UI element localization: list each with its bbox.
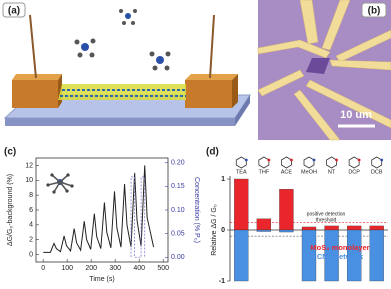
molecule-icon: [258, 156, 271, 169]
bond: [59, 181, 73, 187]
bar: [301, 229, 317, 282]
panel-label: (b): [368, 6, 381, 17]
x-tick-label: 200: [85, 265, 97, 272]
series-line: [130, 176, 146, 258]
micrograph: 10 um (b): [257, 0, 391, 141]
ring: [281, 156, 292, 169]
bar: [234, 178, 249, 231]
atom: [290, 158, 293, 162]
y-tick-label: 4: [29, 222, 33, 229]
ring: [371, 156, 383, 169]
category-label: DCP: [348, 169, 360, 175]
charts: (c)0 100 200 300 400 5000246810120.000.050.10…: [4, 147, 388, 285]
y2-tick-label: 0.05: [171, 230, 185, 237]
bar: [324, 229, 339, 282]
y-tick-label: 2: [29, 237, 33, 244]
bar: [256, 229, 272, 232]
category-label: MeOH: [301, 169, 317, 175]
y-axis-label: Relative ΔG / G₀: [211, 204, 218, 256]
bar: [346, 225, 362, 231]
bond: [59, 181, 68, 192]
y-tick-label: 1: [221, 176, 225, 183]
y2-tick-label: 0.15: [171, 183, 185, 190]
bond: [53, 181, 61, 193]
bar: [369, 229, 384, 282]
y-tick-label: 12: [25, 162, 33, 169]
y2-tick-label: 0.20: [171, 160, 185, 167]
ring: [303, 156, 315, 169]
bar: [279, 189, 294, 231]
atom: [380, 158, 384, 162]
ring: [235, 156, 247, 169]
bond: [47, 181, 61, 186]
bar: [279, 229, 294, 233]
series-line: [43, 165, 155, 253]
bar: [234, 229, 249, 282]
molecule-icon: [303, 156, 316, 169]
molecule-icon: [281, 156, 293, 169]
x-axis-label: Time (s): [89, 276, 114, 283]
atom: [70, 184, 74, 188]
y2-axis-label: Concentration (% P₀): [193, 177, 200, 243]
y2-tick-label: 0.10: [171, 207, 185, 214]
y-tick-label: 10: [25, 177, 33, 184]
bar: [324, 225, 339, 231]
y2-tick-label: 0.00: [171, 254, 185, 261]
molecule-icon: [326, 156, 338, 169]
x-tick-label: 100: [61, 265, 73, 272]
atom: [357, 158, 361, 162]
panel-label: (d): [206, 147, 219, 158]
atom: [66, 173, 70, 177]
x-tick-label: 500: [157, 265, 169, 272]
device-illustration: (a): [2, 2, 251, 126]
molecule-icon: [348, 156, 361, 169]
legend-entry: CNT network: [317, 252, 364, 261]
legend-entry: MoS₂ monolayer: [310, 243, 369, 252]
category-label: TEA: [236, 169, 247, 175]
y-tick-label: 0: [29, 251, 33, 258]
scale-bar-label: 10 um: [340, 109, 372, 121]
category-label: NT: [328, 169, 336, 175]
y-tick-label: 0: [221, 227, 225, 234]
panel-label: (a): [8, 6, 20, 17]
atom: [46, 183, 50, 187]
annotation: threshold: [316, 217, 337, 223]
bar: [256, 218, 272, 231]
bond: [59, 174, 69, 183]
x-tick-label: 0: [41, 265, 45, 272]
atom: [312, 158, 316, 162]
molecule-icon: [235, 156, 248, 169]
atom: [52, 190, 56, 194]
bar: [346, 229, 362, 282]
ring: [258, 156, 270, 169]
y-tick-label: 8: [29, 192, 33, 199]
x-tick-label: 400: [133, 265, 145, 272]
molecule-icon: [371, 156, 384, 169]
ring: [326, 156, 337, 169]
category-label: THF: [259, 169, 270, 175]
atom: [244, 158, 248, 162]
ring: [348, 156, 360, 169]
x-tick-label: 300: [109, 265, 121, 272]
category-label: ACE: [281, 169, 293, 175]
y-tick-label: -1: [219, 278, 225, 285]
y-tick-label: 6: [29, 207, 33, 214]
y-axis-label: ΔG/G₀-background (%): [7, 174, 14, 246]
atom: [335, 158, 338, 162]
atom: [65, 189, 69, 193]
annotation: positive detection: [307, 211, 346, 217]
bond: [51, 174, 61, 183]
category-label: DCB: [371, 169, 383, 175]
panel-label: (c): [4, 147, 16, 158]
bar: [301, 226, 317, 231]
atom: [50, 173, 54, 177]
atom: [267, 158, 271, 162]
molecule-icon: [46, 173, 74, 194]
bar: [369, 225, 384, 231]
